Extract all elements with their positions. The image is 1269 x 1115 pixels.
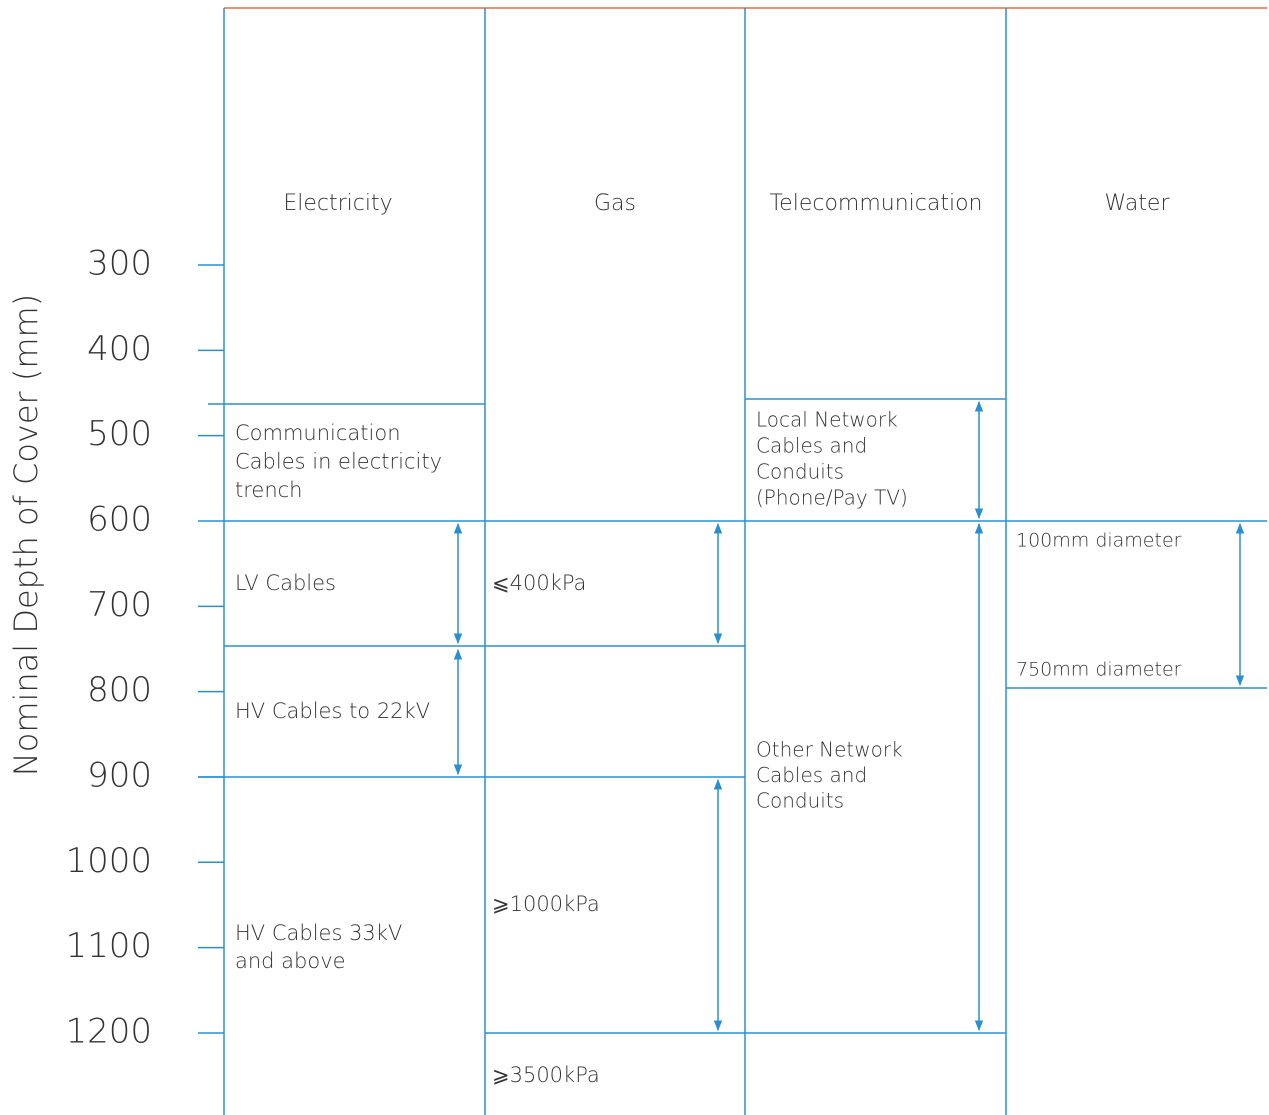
tick-label: 300: [87, 244, 152, 284]
tick-label: 1000: [65, 841, 152, 881]
column-header: Telecommunication: [769, 191, 982, 216]
cell-label: Other Network: [756, 738, 903, 762]
tick-label: 800: [87, 670, 152, 710]
cell-label: ⩾1000kPa: [492, 892, 600, 916]
cell-label: LV Cables: [235, 571, 336, 595]
cell-label: 100mm diameter: [1016, 530, 1182, 552]
cell-label: Cables in electricity: [235, 450, 442, 474]
cell-label: ⩾3500kPa: [492, 1063, 600, 1087]
column-header: Gas: [594, 191, 636, 216]
cell-label: HV Cables 33kV: [235, 921, 402, 945]
cell-label: and above: [235, 949, 346, 973]
cell-label: HV Cables to 22kV: [235, 699, 430, 723]
tick-label: 900: [87, 755, 152, 795]
tick-label: 1200: [65, 1011, 152, 1051]
cell-label: Conduits: [756, 460, 844, 484]
tick-label: 1100: [65, 926, 152, 966]
cell-label: ⩽400kPa: [492, 571, 586, 595]
axis-label: Nominal Depth of Cover (mm): [7, 294, 45, 776]
column-header: Electricity: [283, 191, 392, 216]
cell-label: Cables and: [756, 763, 867, 787]
cell-label: Local Network: [756, 408, 898, 432]
tick-label: 500: [87, 414, 152, 454]
tick-label: 600: [87, 499, 152, 539]
column-header: Water: [1104, 191, 1170, 216]
cell-label: Cables and: [756, 434, 867, 458]
tick-label: 400: [87, 329, 152, 369]
cell-label: Conduits: [756, 789, 844, 813]
cell-label: trench: [235, 478, 303, 502]
tick-label: 700: [87, 585, 152, 625]
cell-label: 750mm diameter: [1016, 659, 1182, 681]
cell-label: Communication: [235, 421, 401, 445]
cell-label: (Phone/Pay TV): [756, 486, 908, 510]
